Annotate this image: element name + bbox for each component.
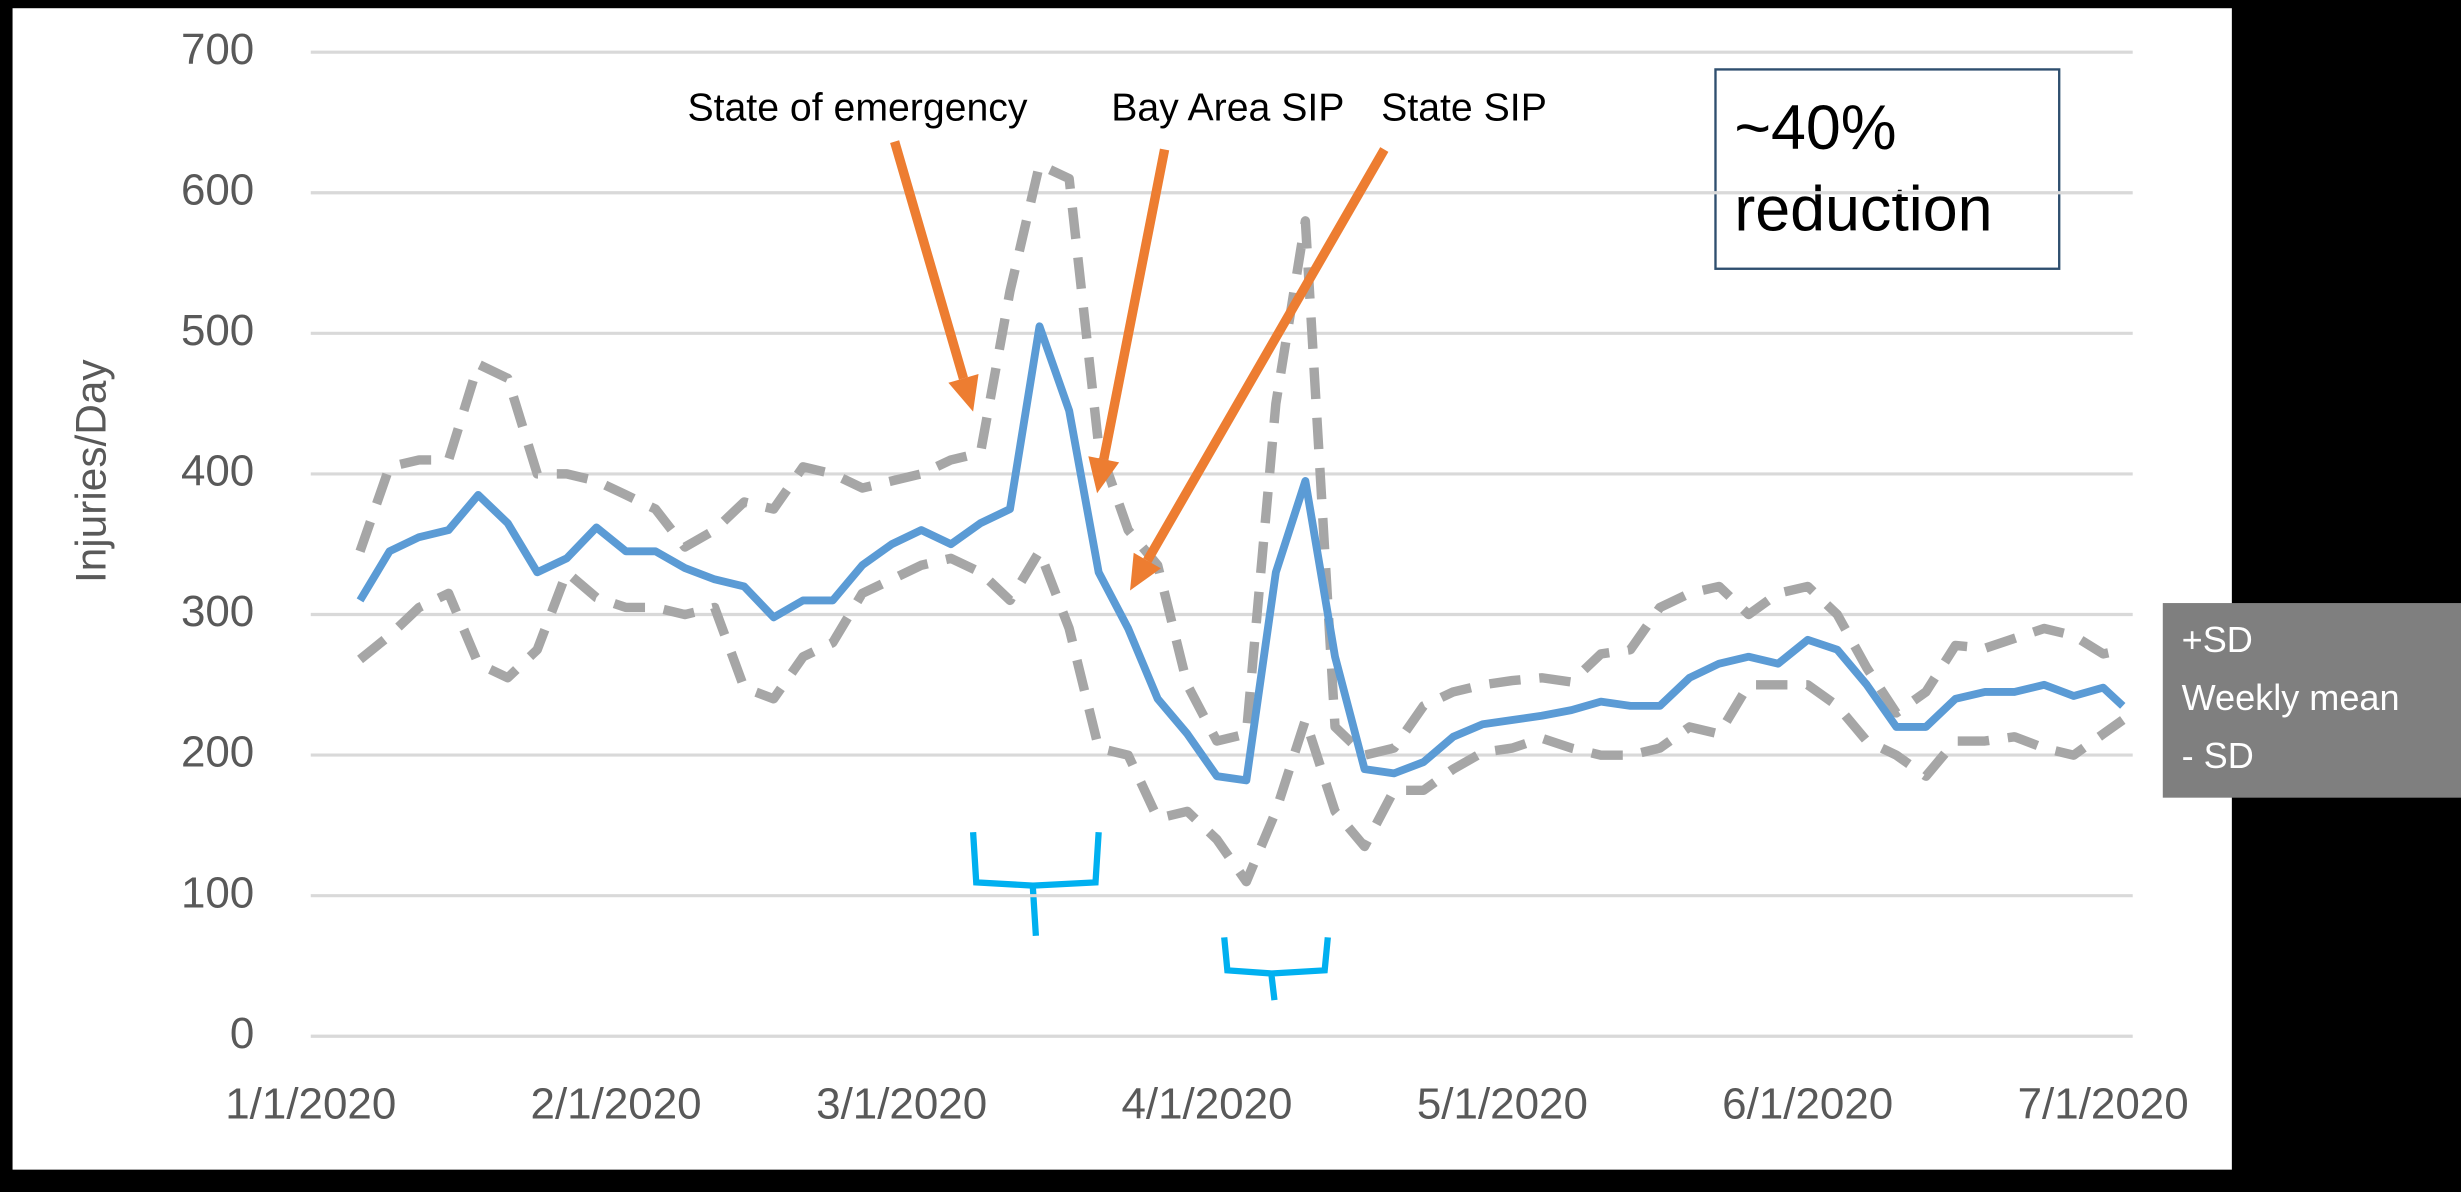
annotation: Bay Area SIP <box>1111 86 1344 130</box>
brace <box>969 832 1102 936</box>
annotation-box <box>1714 68 2061 270</box>
arrow <box>890 140 968 380</box>
x-tick-label: 7/1/2020 <box>2018 1079 2189 1128</box>
x-tick-label: 5/1/2020 <box>1417 1079 1588 1128</box>
y-tick-label: 700 <box>181 25 254 74</box>
arrow-head <box>1088 456 1120 494</box>
legend <box>2162 603 2461 798</box>
annotation: State of emergency <box>687 86 1027 130</box>
x-tick-label: 3/1/2020 <box>816 1079 987 1128</box>
legend-label: Weekly mean <box>2182 677 2400 718</box>
legend-label: - SD <box>2182 735 2254 776</box>
legend-label: +SD <box>2182 619 2253 660</box>
series-line <box>355 159 2124 760</box>
y-tick-label: 100 <box>181 868 254 917</box>
x-tick-label: 6/1/2020 <box>1722 1079 1893 1128</box>
x-tick-label: 2/1/2020 <box>531 1079 702 1128</box>
y-tick-label: 300 <box>181 587 254 636</box>
x-tick-label: 4/1/2020 <box>1121 1079 1292 1128</box>
series-line <box>356 322 2126 785</box>
arrow-head <box>1130 552 1161 591</box>
series-line <box>357 546 2126 887</box>
y-tick-label: 0 <box>230 1009 254 1058</box>
braces <box>969 832 1331 1001</box>
arrow-head <box>948 374 979 412</box>
y-tick-label: 600 <box>181 165 254 214</box>
arrow <box>1099 148 1170 461</box>
box-text: ~40% <box>1734 93 1896 163</box>
arrow <box>1143 147 1389 563</box>
y-tick-label: 400 <box>181 447 254 496</box>
y-tick-label: 200 <box>181 728 254 777</box>
box-text: reduction <box>1734 174 1992 244</box>
annotation: State SIP <box>1381 86 1547 130</box>
x-tick-label: 1/1/2020 <box>225 1079 396 1128</box>
brace <box>1221 937 1331 1001</box>
y-axis-label: Injuries/Day <box>67 359 114 583</box>
y-tick-label: 500 <box>181 306 254 355</box>
